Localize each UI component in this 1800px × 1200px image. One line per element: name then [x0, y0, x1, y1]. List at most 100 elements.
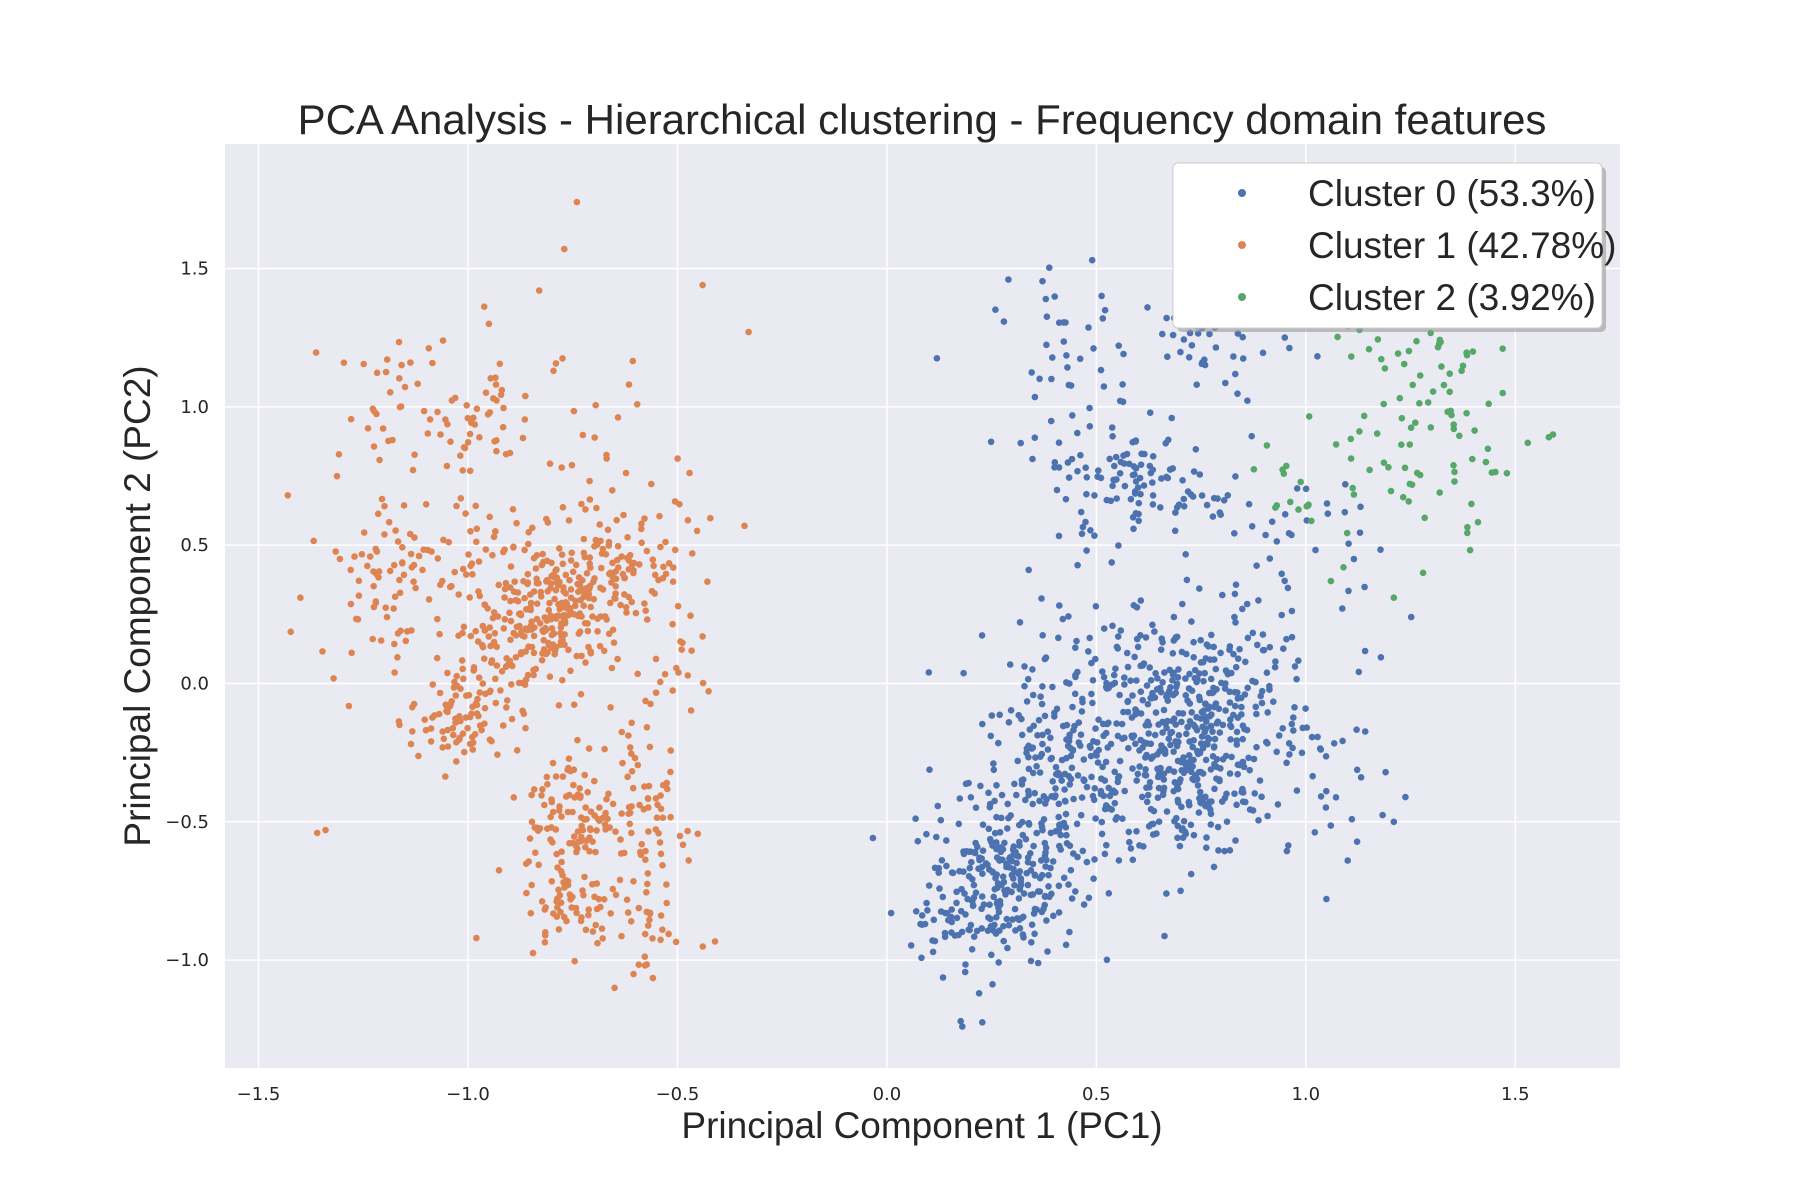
data-point — [1463, 409, 1470, 417]
data-point — [562, 793, 570, 800]
data-point — [618, 553, 625, 560]
data-point — [607, 704, 614, 711]
data-point — [1230, 650, 1237, 658]
data-point — [1109, 622, 1116, 630]
data-point — [1255, 817, 1262, 824]
scatter-points — [284, 198, 1557, 1030]
data-point — [1485, 400, 1492, 408]
data-point — [996, 711, 1003, 719]
data-point — [370, 568, 377, 575]
data-point — [625, 381, 633, 388]
data-point — [1027, 957, 1035, 965]
x-tick-label: −1.5 — [237, 1084, 281, 1105]
data-point — [1125, 828, 1133, 836]
data-point — [1013, 791, 1020, 799]
data-point — [643, 889, 650, 896]
data-point — [632, 609, 640, 617]
data-point — [1248, 432, 1255, 440]
x-tick-label: 0.0 — [873, 1084, 902, 1105]
data-point — [1227, 722, 1234, 729]
data-point — [396, 403, 404, 411]
data-point — [1241, 691, 1249, 698]
data-point — [675, 669, 682, 676]
data-point — [1343, 529, 1351, 537]
data-point — [1051, 293, 1058, 300]
data-point — [381, 502, 388, 510]
data-point — [1284, 584, 1292, 592]
data-point — [988, 951, 995, 959]
data-point — [641, 930, 649, 938]
data-point — [638, 525, 645, 533]
data-point — [1436, 489, 1443, 496]
data-point — [1293, 787, 1301, 794]
data-point — [1339, 605, 1346, 612]
data-point — [964, 895, 971, 903]
data-point — [1121, 482, 1129, 490]
data-point — [1285, 530, 1293, 537]
data-point — [1221, 685, 1229, 692]
series-1 — [284, 198, 752, 992]
data-point — [1239, 605, 1246, 613]
data-point — [1067, 866, 1075, 874]
data-point — [1174, 822, 1182, 830]
data-point — [1149, 453, 1157, 460]
data-point — [645, 804, 652, 811]
data-point — [494, 751, 501, 758]
data-point — [1223, 668, 1230, 675]
data-point — [1471, 427, 1478, 434]
data-point — [1018, 777, 1026, 784]
data-point — [1104, 744, 1111, 751]
data-point — [986, 803, 994, 811]
data-point — [684, 517, 692, 524]
data-point — [332, 548, 340, 555]
data-point — [642, 607, 649, 614]
data-point — [340, 359, 348, 367]
data-point — [1151, 731, 1159, 739]
data-point — [1263, 669, 1271, 676]
data-point — [1177, 348, 1184, 356]
data-point — [667, 768, 674, 776]
data-point — [1469, 455, 1476, 463]
data-point — [676, 832, 684, 840]
x-tick-label: −1.0 — [446, 1084, 490, 1105]
data-point — [473, 405, 481, 413]
data-point — [1019, 931, 1027, 938]
data-point — [1143, 751, 1150, 759]
data-point — [907, 942, 915, 949]
data-point — [626, 744, 634, 751]
data-point — [1250, 466, 1258, 473]
data-point — [400, 571, 408, 579]
data-point — [1195, 809, 1203, 816]
data-point — [914, 837, 922, 845]
data-point — [633, 401, 641, 408]
data-point — [1279, 466, 1286, 474]
data-point — [503, 697, 511, 704]
data-point — [1379, 811, 1386, 819]
data-point — [605, 790, 612, 798]
data-point — [621, 849, 628, 857]
data-point — [538, 656, 546, 664]
data-point — [1008, 871, 1016, 879]
data-point — [1127, 495, 1135, 503]
data-point — [1031, 393, 1039, 401]
data-point — [1394, 350, 1402, 357]
data-point — [1154, 765, 1161, 773]
data-point — [1182, 762, 1190, 769]
data-point — [554, 904, 561, 911]
data-point — [582, 506, 589, 513]
data-point — [1499, 345, 1506, 353]
data-point — [1047, 864, 1054, 872]
data-point — [609, 559, 616, 567]
data-point — [1044, 746, 1052, 753]
data-point — [1041, 901, 1048, 909]
data-point — [1200, 677, 1207, 685]
data-point — [1056, 602, 1063, 609]
data-point — [1162, 440, 1169, 447]
data-point — [1173, 683, 1180, 691]
data-point — [479, 680, 487, 687]
data-point — [1226, 699, 1234, 706]
data-point — [923, 899, 930, 907]
data-point — [982, 860, 990, 867]
data-point — [589, 928, 597, 935]
data-point — [541, 932, 549, 939]
